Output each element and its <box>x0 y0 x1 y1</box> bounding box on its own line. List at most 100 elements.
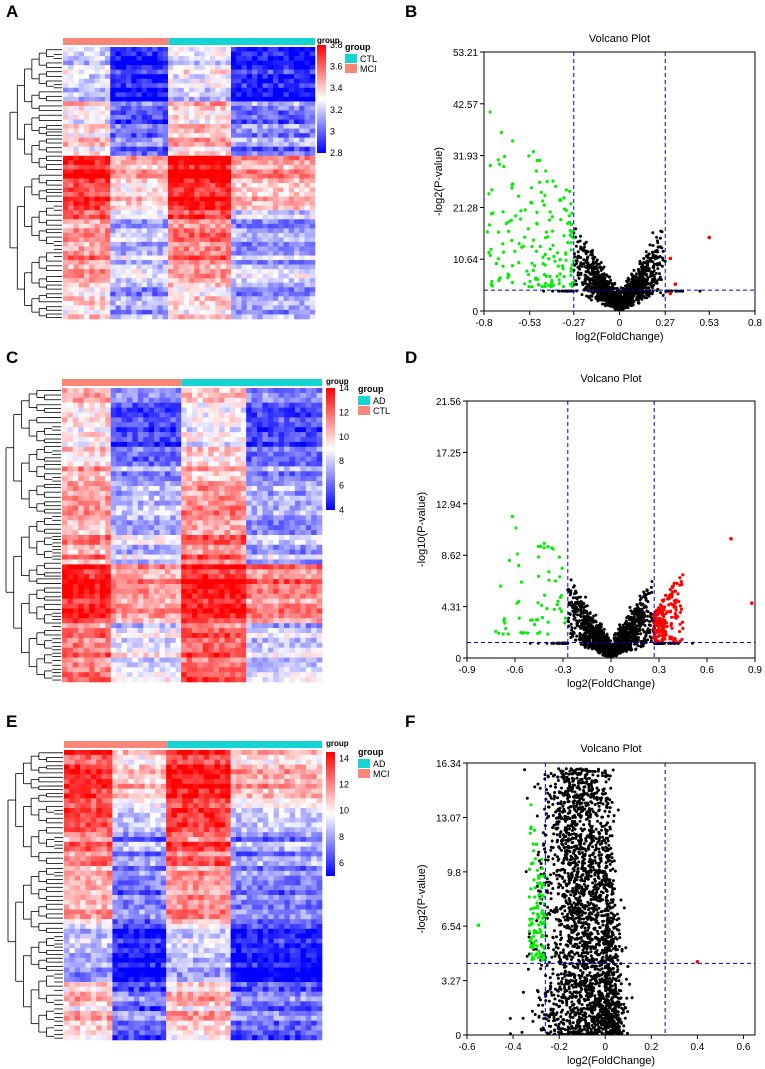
heatmap-cell <box>299 201 305 206</box>
heatmap-cell <box>246 60 253 66</box>
heatmap-cell <box>252 192 258 197</box>
heatmap-cell <box>136 282 143 288</box>
heatmap-cell <box>299 105 305 111</box>
heatmap-cell <box>183 264 190 270</box>
heatmap-cell <box>273 260 279 265</box>
heatmap-cell <box>257 255 263 261</box>
heatmap-cell <box>210 56 216 61</box>
colorbar-tick-label: 3 <box>330 126 335 136</box>
heatmap-cell <box>304 51 311 57</box>
heatmap-cell <box>89 269 95 274</box>
heatmap-cell <box>252 273 258 279</box>
heatmap-cell <box>299 210 305 216</box>
heatmap-cell <box>262 282 269 288</box>
heatmap-cell <box>288 196 295 202</box>
heatmap-cell <box>220 137 227 143</box>
point-down <box>555 274 559 278</box>
heatmap-cell <box>246 83 253 89</box>
heatmap-cell <box>288 282 295 288</box>
heatmap-cell <box>141 51 148 57</box>
heatmap-cell <box>89 164 95 170</box>
heatmap-cell <box>162 300 169 306</box>
heatmap-cell <box>115 83 122 89</box>
heatmap-cell <box>283 178 290 184</box>
heatmap-cell <box>246 47 253 52</box>
heatmap-cell <box>99 205 106 211</box>
heatmap-cell <box>241 87 248 93</box>
heatmap-cell <box>194 92 200 98</box>
heatmap-cell <box>162 201 169 206</box>
heatmap-cell <box>257 110 263 116</box>
heatmap-cell <box>283 105 290 111</box>
heatmap-cell <box>157 210 164 216</box>
heatmap-cell <box>131 160 137 166</box>
heatmap-cell <box>267 137 274 143</box>
heatmap-cell <box>162 69 169 75</box>
heatmap-cell <box>162 296 169 302</box>
heatmap-cell <box>199 142 206 148</box>
heatmap-cell <box>194 287 200 293</box>
heatmap-cell <box>105 305 111 311</box>
point-down <box>550 278 554 282</box>
heatmap-cell <box>131 110 137 116</box>
heatmap-cell <box>231 264 237 270</box>
point-down <box>506 229 511 233</box>
heatmap-cell <box>147 291 153 297</box>
heatmap-cell <box>178 314 185 320</box>
heatmap-cell <box>267 160 274 166</box>
heatmap-cell <box>194 124 200 129</box>
heatmap-cell <box>162 260 169 265</box>
heatmap-cell <box>246 300 253 306</box>
heatmap-cell <box>204 124 211 129</box>
heatmap-cell <box>181 388 187 394</box>
heatmap-cell <box>199 237 206 243</box>
heatmap-cell <box>284 388 290 394</box>
point-nonsig <box>648 291 652 295</box>
heatmap-cell <box>199 124 206 129</box>
heatmap-cell <box>162 115 169 120</box>
heatmap-cell <box>115 246 122 252</box>
heatmap-cell <box>94 74 101 80</box>
heatmap-cell <box>273 51 279 57</box>
point-down <box>497 162 502 166</box>
heatmap-cell <box>120 160 127 166</box>
heatmap-cell <box>157 201 164 206</box>
heatmap-cell <box>278 110 284 116</box>
heatmap-cell <box>210 110 216 116</box>
heatmap-cell <box>99 388 106 394</box>
heatmap-cell <box>236 83 242 89</box>
heatmap-cell <box>236 278 242 284</box>
heatmap-cell <box>257 269 263 274</box>
heatmap-cell <box>94 87 101 93</box>
heatmap-cell <box>304 119 311 125</box>
heatmap-cell <box>136 101 143 107</box>
heatmap-cell <box>105 251 111 256</box>
heatmap-cell <box>183 92 190 98</box>
heatmap-cell <box>120 196 127 202</box>
heatmap-cell <box>147 201 153 206</box>
heatmap-cell <box>220 237 227 243</box>
heatmap-cell <box>162 273 169 279</box>
heatmap-cell <box>147 119 153 125</box>
heatmap-cell <box>278 255 284 261</box>
heatmap-cell <box>78 105 85 111</box>
heatmap-cell <box>236 300 242 306</box>
heatmap-cell <box>173 65 179 70</box>
heatmap-cell <box>210 264 216 270</box>
heatmap-cell <box>152 87 158 93</box>
heatmap-cell <box>236 255 242 261</box>
heatmap-cell <box>278 47 284 52</box>
heatmap-cell <box>178 223 185 229</box>
heatmap-cell <box>194 155 200 161</box>
heatmap-cell <box>73 291 80 297</box>
heatmap-cell <box>147 264 153 270</box>
heatmap-cell <box>246 164 253 170</box>
heatmap-cell <box>131 65 137 70</box>
heatmap-cell <box>225 169 232 175</box>
heatmap-cell <box>299 228 305 234</box>
heatmap-cell <box>131 173 137 179</box>
heatmap-cell <box>278 278 284 284</box>
heatmap-cell <box>120 201 127 206</box>
heatmap-cell <box>132 388 139 394</box>
heatmap-cell <box>168 164 174 170</box>
